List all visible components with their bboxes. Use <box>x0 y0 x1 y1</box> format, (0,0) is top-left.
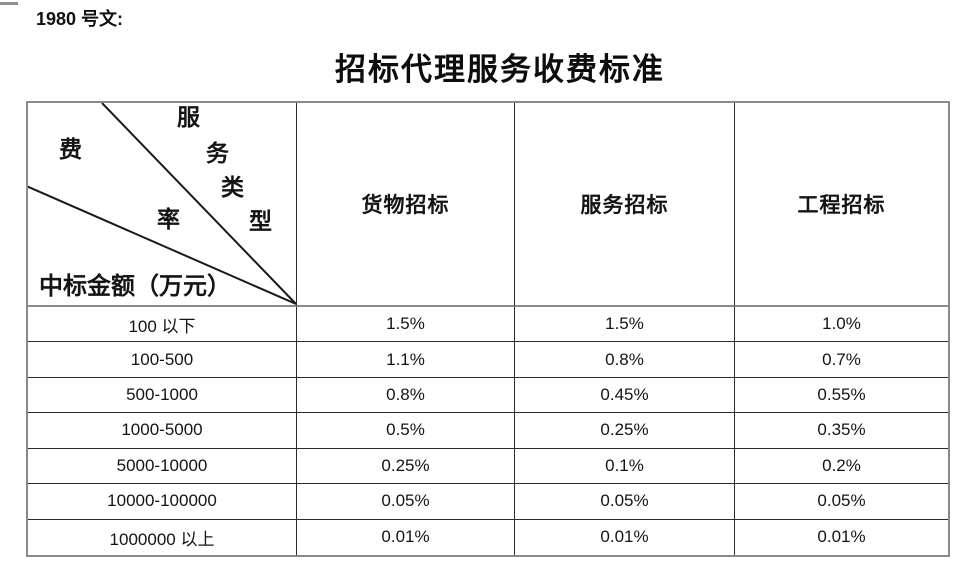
row-label-cell: 1000000 以上 <box>28 519 297 555</box>
rate-cell: 0.05% <box>515 484 735 520</box>
diagonal-divider-lines <box>28 103 296 305</box>
rate-cell: 1.0% <box>735 307 948 343</box>
rate-value: 0.25% <box>381 455 430 475</box>
rate-cell: 0.01% <box>515 519 735 555</box>
page-title: 招标代理服务收费标准 <box>335 52 665 87</box>
rate-value: 0.45% <box>600 385 649 405</box>
rate-cell: 0.01% <box>735 520 948 555</box>
rate-cell: 1.5% <box>515 307 735 343</box>
column-header-goods: 货物招标 <box>297 103 515 307</box>
amount-range-label: 500-1000 <box>126 385 198 405</box>
rate-axis-char: 率 <box>157 207 180 232</box>
rate-cell: 1.5% <box>297 307 515 343</box>
rate-cell: 0.05% <box>297 484 515 520</box>
column-header-label: 工程招标 <box>797 193 886 217</box>
rate-value: 0.05% <box>381 491 430 511</box>
screen-edge-artifact <box>0 2 18 5</box>
row-label-cell: 1000-5000 <box>28 413 297 449</box>
rate-cell: 0.8% <box>297 377 515 414</box>
column-header-services: 服务招标 <box>515 103 735 307</box>
rate-value: 0.1% <box>605 455 644 475</box>
amount-range-label: 100-500 <box>130 349 194 369</box>
rate-value: 0.7% <box>822 349 861 369</box>
rate-value: 0.01% <box>817 527 866 547</box>
rate-cell: 0.05% <box>735 484 948 520</box>
type-axis-char: 服 <box>177 105 200 130</box>
rate-value: 0.8% <box>605 349 644 369</box>
rate-value: 0.35% <box>817 420 866 440</box>
rate-cell: 0.25% <box>297 448 515 485</box>
amount-range-label: 5000-10000 <box>116 455 208 475</box>
column-header-label: 货物招标 <box>361 193 450 217</box>
rate-cell: 0.5% <box>297 413 515 449</box>
column-header-label: 服务招标 <box>580 193 669 217</box>
rate-value: 0.05% <box>600 491 649 511</box>
rate-value: 1.1% <box>386 349 425 369</box>
row-label-cell: 5000-10000 <box>28 448 297 485</box>
rate-cell: 0.7% <box>735 342 948 378</box>
rate-cell: 0.55% <box>735 378 948 414</box>
type-axis-char: 类 <box>221 175 244 200</box>
rate-cell: 0.1% <box>515 448 735 485</box>
amount-axis-label: 中标金额（万元） <box>39 274 231 300</box>
rate-value: 0.01% <box>600 527 649 547</box>
rate-axis-char: 费 <box>59 137 82 162</box>
rate-cell: 1.1% <box>297 342 515 378</box>
doc-reference-label: 1980 号文: <box>36 9 124 29</box>
rate-cell: 0.45% <box>515 377 735 414</box>
amount-range-label: 100 以下 <box>128 316 196 336</box>
rate-value: 1.0% <box>822 314 861 334</box>
rate-cell: 0.8% <box>515 342 735 378</box>
rate-cell: 0.01% <box>297 519 515 555</box>
rate-value: 1.5% <box>386 314 425 334</box>
rate-value: 0.25% <box>600 420 649 440</box>
type-axis-char: 务 <box>206 141 229 166</box>
table-corner-diagonal-cell: 服 务 类 型 费 率 中标金额（万元） <box>28 103 297 307</box>
row-label-cell: 500-1000 <box>28 377 297 414</box>
rate-value: 0.01% <box>381 527 430 547</box>
rate-cell: 0.25% <box>515 413 735 449</box>
column-header-engineering: 工程招标 <box>735 103 948 307</box>
amount-range-label: 1000-5000 <box>121 420 203 440</box>
row-label-cell: 100 以下 <box>28 307 297 343</box>
row-label-cell: 10000-100000 <box>28 484 297 520</box>
row-label-cell: 100-500 <box>28 342 297 378</box>
rate-value: 0.05% <box>817 491 866 511</box>
rate-cell: 0.35% <box>735 413 948 449</box>
rate-value: 0.2% <box>822 455 861 475</box>
rate-value: 0.55% <box>817 385 866 405</box>
type-axis-char: 型 <box>249 209 272 234</box>
rate-cell: 0.2% <box>735 449 948 485</box>
amount-range-label: 1000000 以上 <box>109 529 215 549</box>
amount-range-label: 10000-100000 <box>107 491 217 511</box>
fee-standard-table: 服 务 类 型 费 率 中标金额（万元） 货物招标 服务招标 工程招标 100 … <box>26 101 950 557</box>
rate-value: 1.5% <box>605 314 644 334</box>
rate-value: 0.5% <box>386 420 425 440</box>
rate-value: 0.8% <box>386 385 425 405</box>
